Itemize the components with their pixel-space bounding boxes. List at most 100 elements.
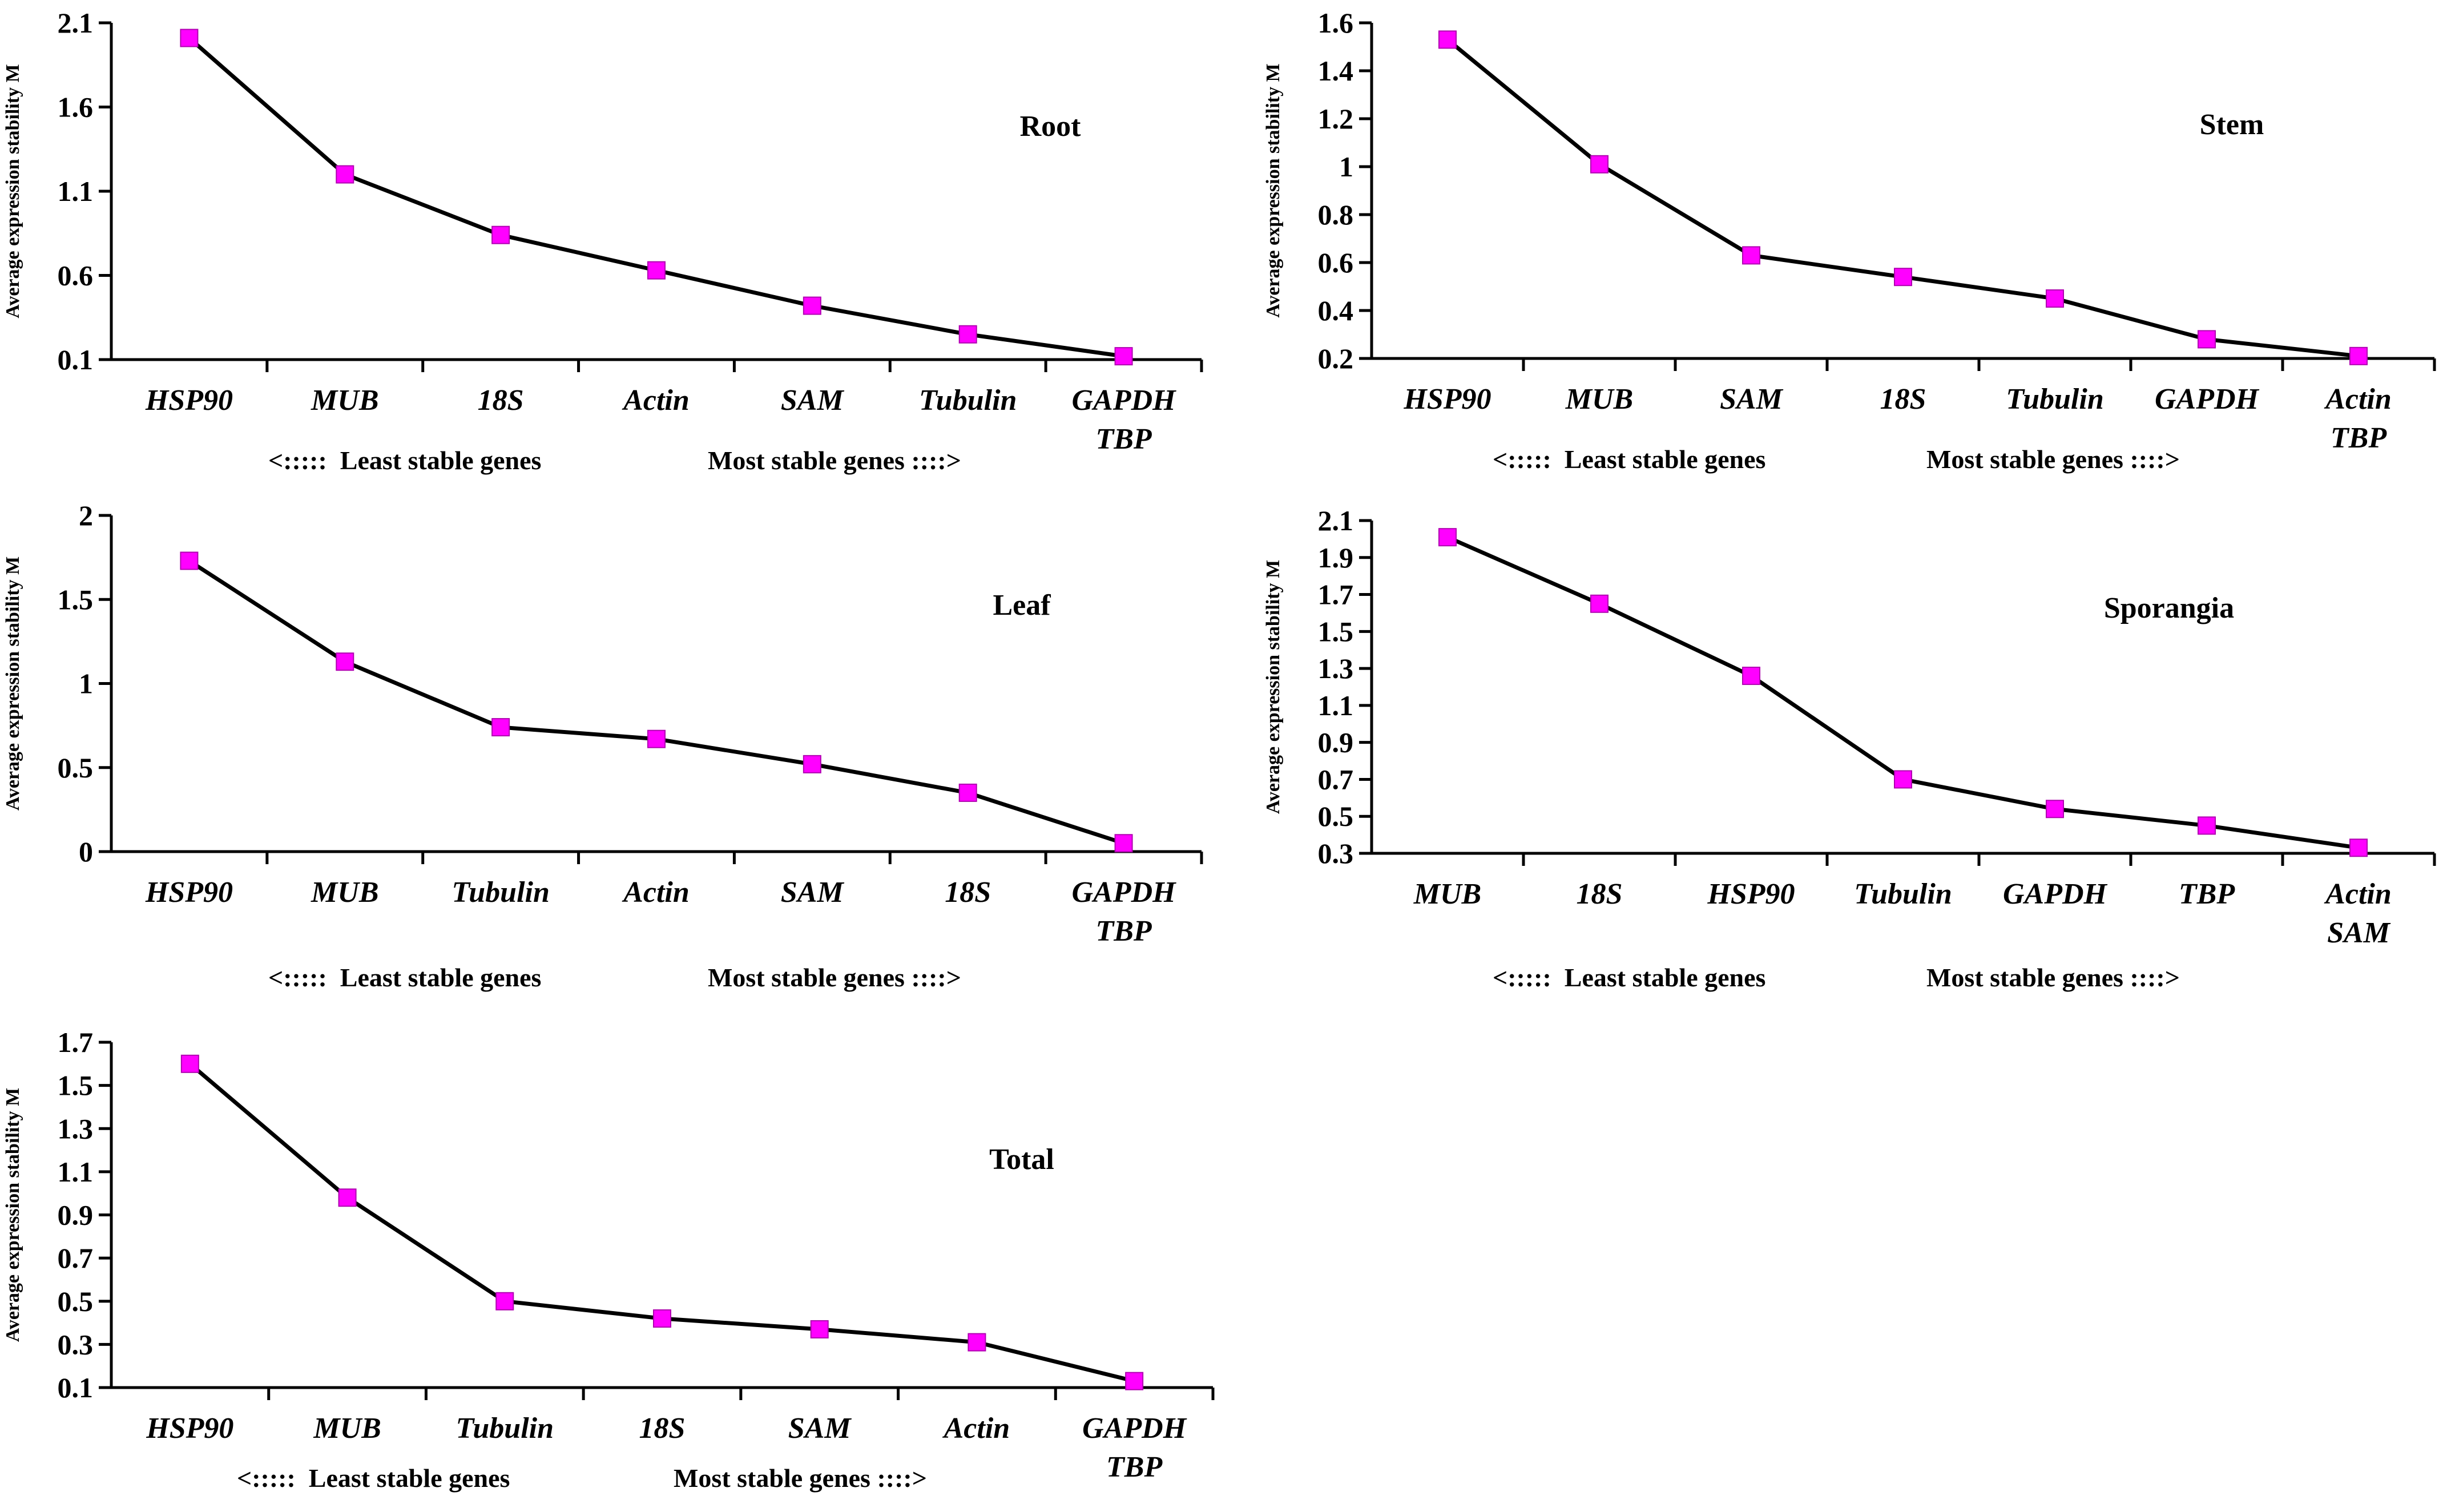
y-axis-label: Average expression stability M bbox=[1263, 560, 1284, 814]
data-point-marker bbox=[1438, 30, 1457, 49]
data-point-marker bbox=[1894, 770, 1912, 789]
data-point-marker bbox=[336, 652, 354, 671]
y-axis-label: Average expression stability M bbox=[2, 1088, 23, 1342]
panel-title: Sporangia bbox=[2104, 592, 2234, 624]
panel-title: Stem bbox=[2200, 108, 2264, 141]
series-line bbox=[1446, 535, 2359, 850]
category-label: 18S bbox=[945, 876, 991, 909]
y-tick-label: 1.6 bbox=[1318, 7, 1354, 39]
data-point-marker bbox=[958, 783, 977, 802]
data-point-marker bbox=[1438, 528, 1457, 547]
category-label: Tubulin bbox=[452, 876, 550, 909]
y-tick-label: 2.1 bbox=[1318, 505, 1354, 537]
y-tick-label: 1.1 bbox=[58, 175, 94, 207]
data-point-marker bbox=[810, 1320, 829, 1338]
chart-panel-leaf: 0 0.5 1 1.5 2 HSP90 MUB Tubulin Actin SAM 18S GAPDH… bbox=[2, 499, 1203, 992]
y-tick-label: 1.1 bbox=[58, 1156, 94, 1188]
y-tick-label: 0.9 bbox=[58, 1199, 94, 1231]
most-stable-label: Most stable genes ::::> bbox=[708, 963, 961, 992]
category-label: MUB bbox=[313, 1412, 381, 1445]
y-tick-label: 0.6 bbox=[58, 260, 94, 292]
chart-panel-stem: 0.2 0.4 0.6 0.8 1 1.2 1.4 1.6 HSP90 MUB SAM 18S Tubu… bbox=[1263, 7, 2436, 474]
data-point-marker bbox=[1114, 347, 1133, 366]
y-tick-label: 2 bbox=[79, 499, 93, 531]
data-point-marker bbox=[338, 1188, 357, 1207]
data-point-marker bbox=[647, 261, 666, 280]
series-line bbox=[188, 36, 1124, 358]
y-tick-label: 1.4 bbox=[1318, 55, 1354, 87]
category-label: SAM bbox=[788, 1412, 852, 1445]
least-stable-label: <::::: Least stable genes bbox=[1493, 445, 1765, 474]
data-point-marker bbox=[180, 551, 199, 570]
panel-title: Root bbox=[1020, 110, 1082, 143]
category-label: SAM bbox=[1720, 383, 1784, 416]
category-label: HSP90 bbox=[1403, 383, 1491, 416]
y-tick-label: 0.6 bbox=[1318, 247, 1354, 279]
least-stable-label: <::::: Least stable genes bbox=[237, 1463, 510, 1493]
data-point-marker bbox=[495, 1292, 514, 1311]
y-axis-label: Average expression stability M bbox=[1263, 63, 1284, 317]
category-label: TBP bbox=[2179, 878, 2235, 910]
series-line bbox=[188, 559, 1124, 845]
y-tick-label: 0.3 bbox=[58, 1328, 94, 1360]
y-tick-label: 0.9 bbox=[1318, 727, 1354, 759]
data-point-marker bbox=[958, 325, 977, 344]
data-point-marker bbox=[653, 1309, 671, 1328]
data-point-marker bbox=[2046, 289, 2064, 308]
category-label: MUB bbox=[1565, 383, 1633, 416]
y-tick-label: 1.5 bbox=[58, 583, 94, 615]
category-label: Actin bbox=[942, 1412, 1010, 1445]
y-tick-label: 1.7 bbox=[58, 1026, 94, 1058]
category-label: SAM bbox=[2327, 917, 2391, 949]
data-point-marker bbox=[491, 225, 510, 244]
chart-panel-sporangia: 0.3 0.5 0.7 0.9 1.1 1.3 1.5 1.7 1.9 2.1 MUB 18S HSP9… bbox=[1263, 505, 2436, 992]
data-point-marker bbox=[968, 1333, 986, 1352]
category-label: GAPDH bbox=[1072, 876, 1177, 909]
y-tick-label: 1 bbox=[1339, 151, 1353, 183]
panel-title: Total bbox=[989, 1143, 1054, 1176]
category-label: GAPDH bbox=[1082, 1412, 1187, 1445]
series-line bbox=[1446, 38, 2359, 358]
y-tick-label: 1.7 bbox=[1318, 579, 1354, 611]
data-point-marker bbox=[1742, 667, 1760, 686]
category-label: GAPDH bbox=[2003, 878, 2108, 910]
category-label: Tubulin bbox=[919, 384, 1017, 417]
category-label: Actin bbox=[2324, 878, 2392, 910]
y-tick-label: 1.3 bbox=[58, 1112, 94, 1144]
category-label: TBP bbox=[1106, 1451, 1163, 1483]
category-label: MUB bbox=[311, 876, 378, 909]
most-stable-label: Most stable genes ::::> bbox=[708, 446, 961, 475]
most-stable-label: Most stable genes ::::> bbox=[674, 1463, 927, 1493]
y-tick-label: 0.8 bbox=[1318, 199, 1354, 231]
category-label: 18S bbox=[1577, 878, 1623, 910]
y-tick-label: 1.6 bbox=[58, 91, 94, 123]
data-point-marker bbox=[180, 1054, 199, 1073]
y-tick-label: 0 bbox=[79, 836, 93, 868]
y-tick-label: 1.9 bbox=[1318, 542, 1354, 574]
y-tick-label: 1 bbox=[79, 668, 93, 700]
least-stable-label: <::::: Least stable genes bbox=[268, 963, 541, 992]
data-point-marker bbox=[647, 729, 666, 748]
y-axis-label: Average expression stability M bbox=[2, 64, 23, 318]
data-point-marker bbox=[2198, 330, 2216, 349]
category-label: HSP90 bbox=[1707, 878, 1795, 910]
series-line bbox=[188, 1062, 1135, 1384]
y-tick-label: 0.5 bbox=[58, 1285, 94, 1317]
category-label: HSP90 bbox=[145, 876, 233, 909]
y-tick-label: 0.7 bbox=[58, 1242, 94, 1274]
least-stable-label: <::::: Least stable genes bbox=[268, 446, 541, 475]
category-label: HSP90 bbox=[145, 384, 233, 417]
category-label: 18S bbox=[478, 384, 524, 417]
data-point-marker bbox=[1590, 594, 1609, 613]
y-tick-label: 1.3 bbox=[1318, 652, 1354, 684]
y-tick-label: 0.5 bbox=[58, 752, 94, 784]
chart-panel-root: 0.1 0.6 1.1 1.6 2.1 HSP90 MUB 18S Actin SAM Tubuli… bbox=[2, 7, 1203, 475]
category-label: HSP90 bbox=[146, 1412, 233, 1445]
data-point-marker bbox=[803, 296, 821, 315]
category-label: MUB bbox=[311, 384, 378, 417]
data-point-marker bbox=[2046, 800, 2064, 819]
data-point-marker bbox=[1590, 155, 1609, 174]
data-point-marker bbox=[1125, 1372, 1144, 1390]
data-point-marker bbox=[2349, 346, 2368, 365]
